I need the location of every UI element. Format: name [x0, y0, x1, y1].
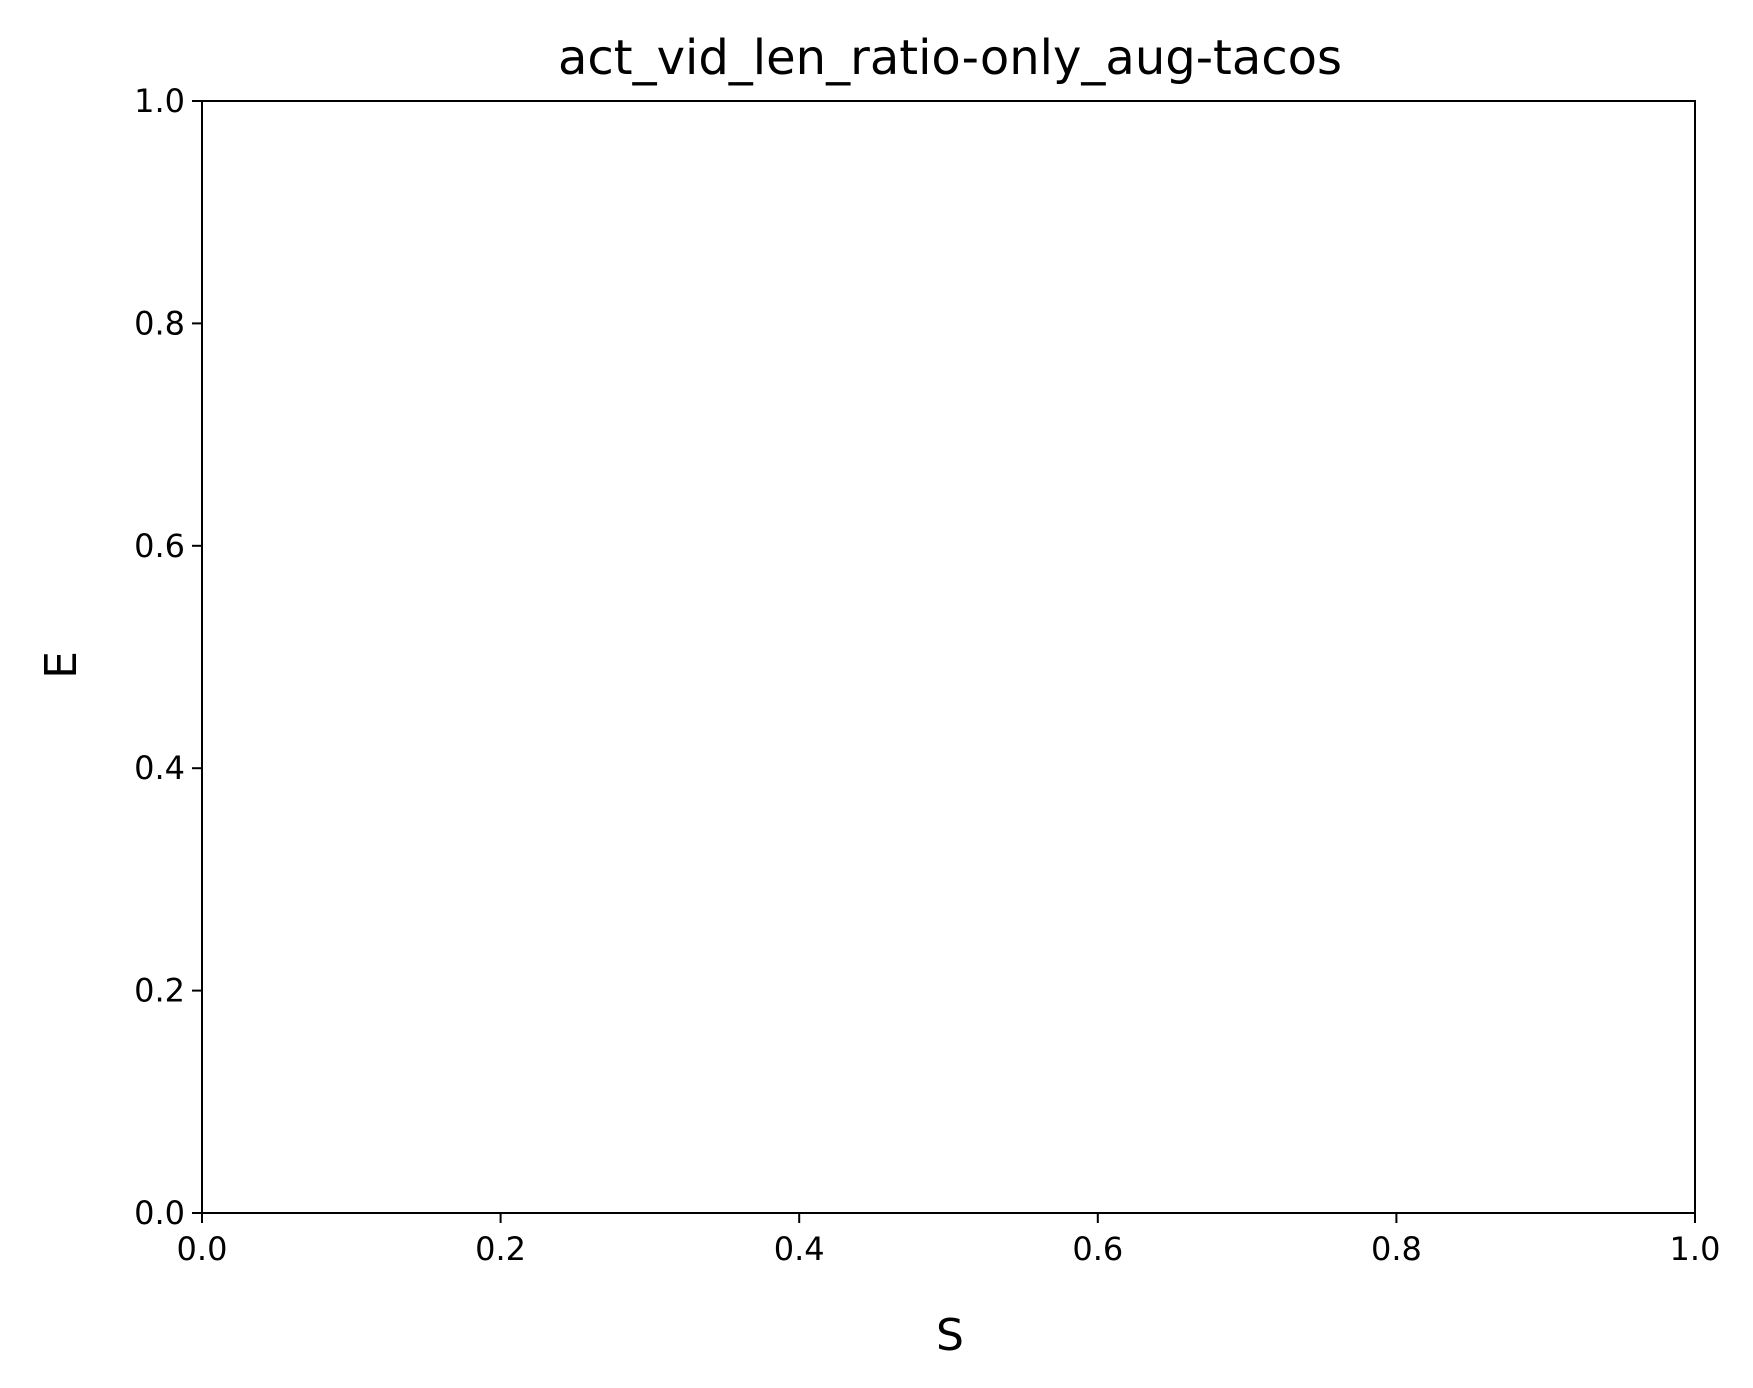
y-tick-label: 0.2: [134, 972, 185, 1010]
x-tick-label: 1.0: [1670, 1230, 1721, 1268]
x-tick-label: 0.2: [475, 1230, 526, 1268]
y-tick-label: 0.6: [134, 527, 185, 565]
x-axis-ticks: 0.0 0.2 0.4 0.6 0.8 1.0: [177, 1213, 1721, 1268]
y-axis-ticks: 0.0 0.2 0.4 0.6 0.8 1.0: [134, 82, 202, 1232]
x-axis-label: S: [936, 1310, 964, 1361]
x-tick-label: 0.0: [177, 1230, 228, 1268]
y-tick-label: 0.0: [134, 1194, 185, 1232]
x-tick-label: 0.8: [1371, 1230, 1422, 1268]
y-tick-label: 1.0: [134, 82, 185, 120]
y-tick-label: 0.4: [134, 749, 185, 787]
plot-area: [201, 100, 1696, 1214]
chart-title: act_vid_len_ratio-only_aug-tacos: [558, 30, 1342, 86]
y-tick-label: 0.8: [134, 304, 185, 342]
x-tick-label: 0.4: [774, 1230, 825, 1268]
x-tick-label: 0.6: [1072, 1230, 1123, 1268]
y-axis-label: E: [36, 651, 87, 679]
